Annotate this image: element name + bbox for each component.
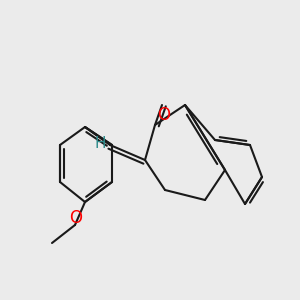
Text: O: O [158, 106, 170, 124]
Text: O: O [70, 209, 83, 227]
Text: H: H [94, 136, 106, 151]
